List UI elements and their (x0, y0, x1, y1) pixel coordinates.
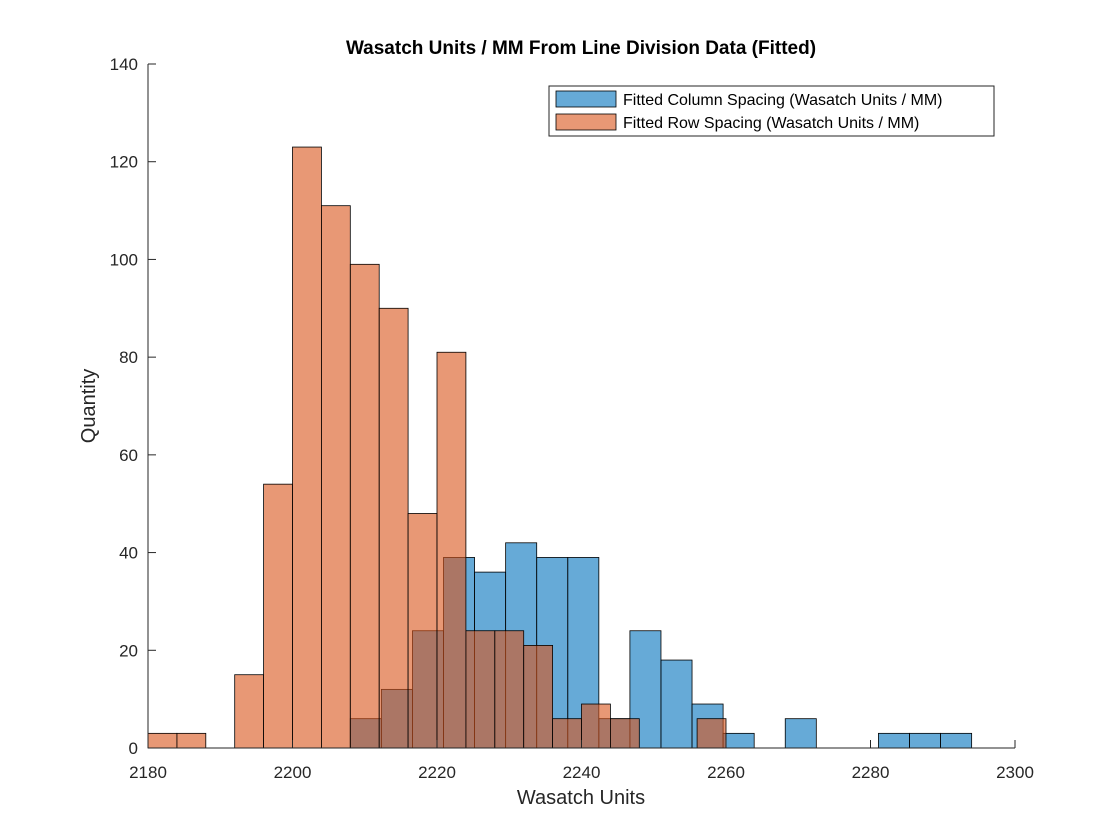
ticks-layer: 2180 2200 2220 2240 2260 2280 2300 0 20 40 60 80 100… (110, 55, 1034, 782)
x-tick-label: 2300 (996, 763, 1034, 782)
bar-series1-bin13 (523, 645, 554, 749)
bar-series0-bin12 (722, 732, 755, 749)
x-tick-label: 2280 (852, 763, 890, 782)
x-axis-label: Wasatch Units (517, 787, 645, 809)
bar-series1-bin6 (320, 205, 351, 749)
bar-series1-bin15 (581, 703, 611, 749)
chart-title: Wasatch Units / MM From Line Division Da… (346, 38, 816, 59)
y-axis-label: Quantity (78, 369, 100, 443)
y-tick-label: 100 (110, 250, 138, 269)
legend: Fitted Column Spacing (Wasatch Units / M… (548, 85, 995, 137)
bars-layer (147, 146, 973, 749)
bar-series0-bin18 (909, 732, 941, 749)
x-tick-label: 2220 (418, 763, 456, 782)
bar-series1-bin0 (147, 732, 178, 749)
bar-series1-bin14 (552, 718, 582, 749)
legend-box (548, 85, 995, 137)
legend-label-row-spacing: Fitted Row Spacing (Wasatch Units / MM) (623, 115, 919, 132)
bar-series1-bin12 (494, 630, 525, 749)
bar-series1-bin8 (378, 307, 409, 749)
x-tick-label: 2200 (274, 763, 312, 782)
bar-series1-bin3 (234, 674, 264, 749)
bar-series1-bin10 (436, 351, 467, 749)
y-tick-label: 0 (129, 739, 138, 758)
bar-series0-bin19 (940, 732, 973, 749)
bar-series1-bin9 (407, 513, 438, 749)
bar-series0-bin14 (784, 718, 817, 749)
x-tick-label: 2180 (129, 763, 167, 782)
x-tick-label: 2260 (707, 763, 745, 782)
bar-series1-bin5 (292, 146, 322, 749)
y-tick-label: 140 (110, 55, 138, 74)
bar-series1-bin4 (263, 483, 293, 749)
legend-swatch-row-spacing (555, 113, 617, 131)
x-tick-label: 2240 (563, 763, 601, 782)
bar-series1-bin11 (465, 630, 496, 749)
y-tick-label: 60 (119, 446, 138, 465)
bar-series1-bin7 (349, 263, 380, 749)
y-tick-label: 20 (119, 641, 138, 660)
y-tick-label: 40 (119, 544, 138, 563)
legend-label-column-spacing: Fitted Column Spacing (Wasatch Units / M… (623, 92, 943, 109)
bar-series1-bin1 (176, 732, 207, 749)
series-1 (147, 146, 727, 749)
y-tick-label: 120 (110, 153, 138, 172)
bar-series1-bin16 (610, 718, 640, 749)
y-tick-label: 80 (119, 348, 138, 367)
bar-series0-bin10 (660, 659, 693, 749)
legend-swatch-column-spacing (555, 90, 617, 108)
bar-series0-bin17 (878, 732, 910, 749)
bar-series1-bin19 (696, 718, 727, 749)
